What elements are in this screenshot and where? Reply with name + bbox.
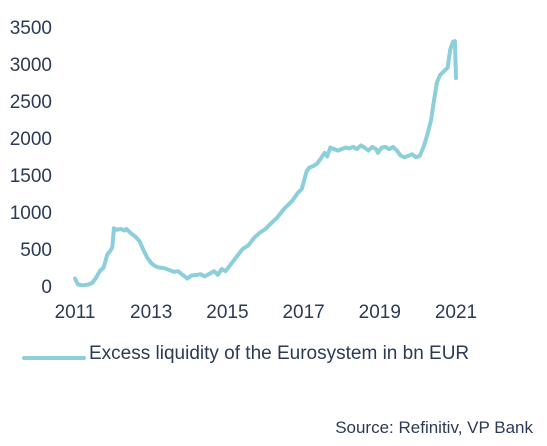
y-tick-label: 3500 (10, 18, 52, 39)
source-note: Source: Refinitiv, VP Bank (335, 418, 533, 437)
x-tick-label: 2021 (435, 302, 477, 323)
y-tick-label: 2000 (10, 129, 52, 150)
y-tick-label: 500 (20, 240, 52, 261)
y-tick-label: 1000 (10, 203, 52, 224)
y-tick-label: 2500 (10, 92, 52, 113)
y-tick-label: 0 (41, 277, 52, 298)
x-tick-label: 2011 (55, 302, 96, 323)
y-tick-label: 1500 (10, 166, 52, 187)
legend-swatch (22, 356, 86, 360)
x-tick-label: 2013 (130, 302, 172, 323)
series-line-excess-liquidity (73, 39, 458, 288)
y-tick-label: 3000 (10, 55, 52, 76)
x-tick-label: 2017 (282, 302, 324, 323)
x-tick-label: 2015 (206, 302, 248, 323)
x-axis-ticks: 2011 2013 2015 2017 2019 2021 (55, 302, 478, 323)
legend-label: Excess liquidity of the Eurosystem in bn… (89, 343, 470, 364)
x-tick-label: 2019 (359, 302, 401, 323)
y-axis-ticks: 0 500 1000 1500 2000 2500 3000 3500 (10, 18, 52, 298)
